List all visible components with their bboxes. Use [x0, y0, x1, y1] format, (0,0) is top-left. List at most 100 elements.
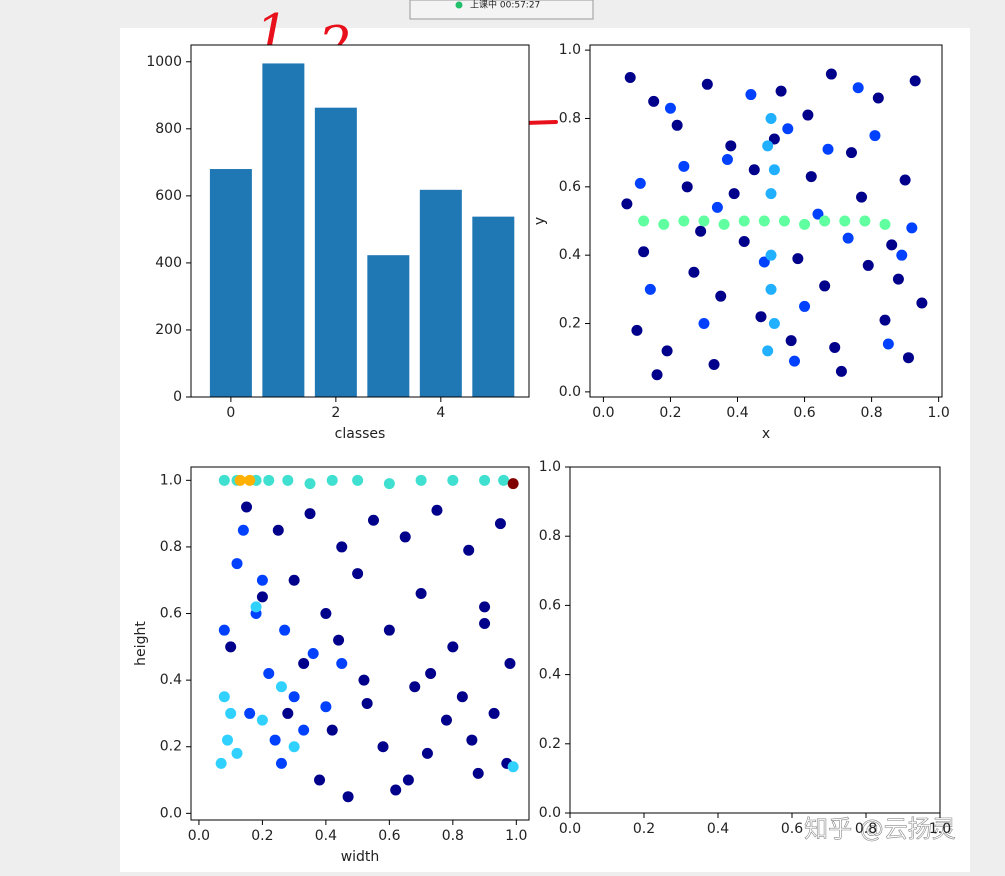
plot-area	[570, 467, 940, 813]
scatter-point	[792, 253, 804, 265]
scatter-point	[698, 215, 710, 227]
scatter-point	[256, 714, 268, 726]
scatter-point	[835, 365, 847, 377]
scatter-point	[768, 133, 780, 145]
scatter-point	[638, 215, 650, 227]
scatter-point	[275, 757, 287, 769]
scatter-point	[472, 767, 484, 779]
scatter-point	[688, 266, 700, 278]
scatter-point	[896, 249, 908, 261]
y-tick-label: 0.2	[559, 316, 581, 332]
axes-frame	[190, 466, 530, 821]
scatter-point	[906, 222, 918, 234]
y-tick-label: 1.0	[160, 472, 182, 488]
hand-stroke	[523, 120, 558, 125]
status-text: 上课中 00:57:27	[470, 0, 540, 11]
scatter-point	[215, 757, 227, 769]
scatter-point	[916, 297, 928, 309]
scatter-point	[879, 314, 891, 326]
scatter-point	[842, 232, 854, 244]
y-tick-label: 0.8	[160, 539, 182, 555]
scatter-point	[221, 734, 233, 746]
scatter-point	[765, 249, 777, 261]
scatter-point	[755, 311, 767, 323]
scatter-point	[765, 283, 777, 295]
axes-frame	[589, 44, 943, 398]
x-tick-label: 0.2	[659, 405, 681, 421]
x-tick-label: 0.2	[251, 828, 273, 844]
scatter-point	[845, 147, 857, 159]
scatter-point	[463, 544, 475, 556]
scatter-point	[859, 215, 871, 227]
scatter-point	[812, 208, 824, 220]
scatter-point	[367, 514, 379, 526]
scatter-point	[279, 624, 291, 636]
scatter-point	[298, 724, 310, 736]
scatter-point	[788, 355, 800, 367]
scatter-point	[237, 524, 249, 536]
bar	[314, 107, 357, 398]
scatter-point	[275, 681, 287, 693]
y-tick-label: 0.2	[539, 736, 561, 752]
x-tick-label: 0.2	[633, 821, 655, 837]
scatter-point	[336, 657, 348, 669]
scatter-point	[879, 218, 891, 230]
scatter-point	[852, 82, 864, 94]
scatter-point	[664, 102, 676, 114]
scatter-point	[695, 225, 707, 237]
y-tick-label: 0.6	[539, 597, 561, 613]
scatter-point	[352, 568, 364, 580]
scatter-point	[399, 531, 411, 543]
scatter-point	[225, 641, 237, 653]
x-axis-label: width	[341, 849, 380, 865]
scatter-point	[415, 474, 427, 486]
scatter-point	[479, 474, 491, 486]
chart: 0 2 4 0 200 400 600 800 1000 classes	[146, 44, 530, 442]
y-tick-label: 0.4	[559, 247, 581, 263]
bar	[209, 169, 252, 397]
chart: 0.0 0.2 0.4 0.6 0.8 1.0 0.0 0.2 0.4 0.6 0.8 1.0	[539, 459, 951, 837]
scatter-point	[447, 474, 459, 486]
x-tick-label: 0.0	[592, 405, 614, 421]
scatter-point	[282, 707, 294, 719]
scatter-point	[342, 791, 354, 803]
y-tick-label: 0.8	[539, 528, 561, 544]
scatter-point	[304, 478, 316, 490]
scatter-point	[768, 164, 780, 176]
status-dot	[455, 1, 463, 9]
scatter-point	[745, 89, 757, 101]
scatter-point	[765, 188, 777, 200]
scatter-point	[358, 674, 370, 686]
scatter-point	[361, 697, 373, 709]
marks	[209, 63, 515, 398]
scatter-point	[304, 508, 316, 520]
scatter-point	[390, 784, 402, 796]
bar	[472, 216, 515, 397]
scatter-point	[748, 164, 760, 176]
scatter-point	[288, 741, 300, 753]
scatter-point	[256, 574, 268, 586]
scatter-point	[377, 741, 389, 753]
scatter-point	[272, 524, 284, 536]
scatter-point	[698, 318, 710, 330]
scatter-point	[498, 474, 510, 486]
scatter-point	[886, 239, 898, 251]
scatter-point	[758, 215, 770, 227]
scatter-point	[721, 153, 733, 165]
scatter-point	[829, 341, 841, 353]
chart: 0.0 0.2 0.4 0.6 0.8 1.0 0.0 0.2 0.4 0.6 0.8 1.0 widt…	[133, 466, 530, 865]
scatter-point	[862, 259, 874, 271]
scatter-point	[819, 215, 831, 227]
scatter-point	[336, 541, 348, 553]
watermark: 知乎 @云扬灵	[804, 815, 956, 843]
scatter-point	[819, 280, 831, 292]
x-tick-label: 0.8	[860, 405, 882, 421]
scatter-point	[711, 201, 723, 213]
scatter-point	[799, 218, 811, 230]
y-tick-label: 0.0	[160, 805, 182, 821]
x-tick-label: 0.4	[315, 828, 337, 844]
scatter-point	[479, 601, 491, 613]
x-tick-label: 0.4	[726, 405, 748, 421]
scatter-point	[244, 474, 256, 486]
